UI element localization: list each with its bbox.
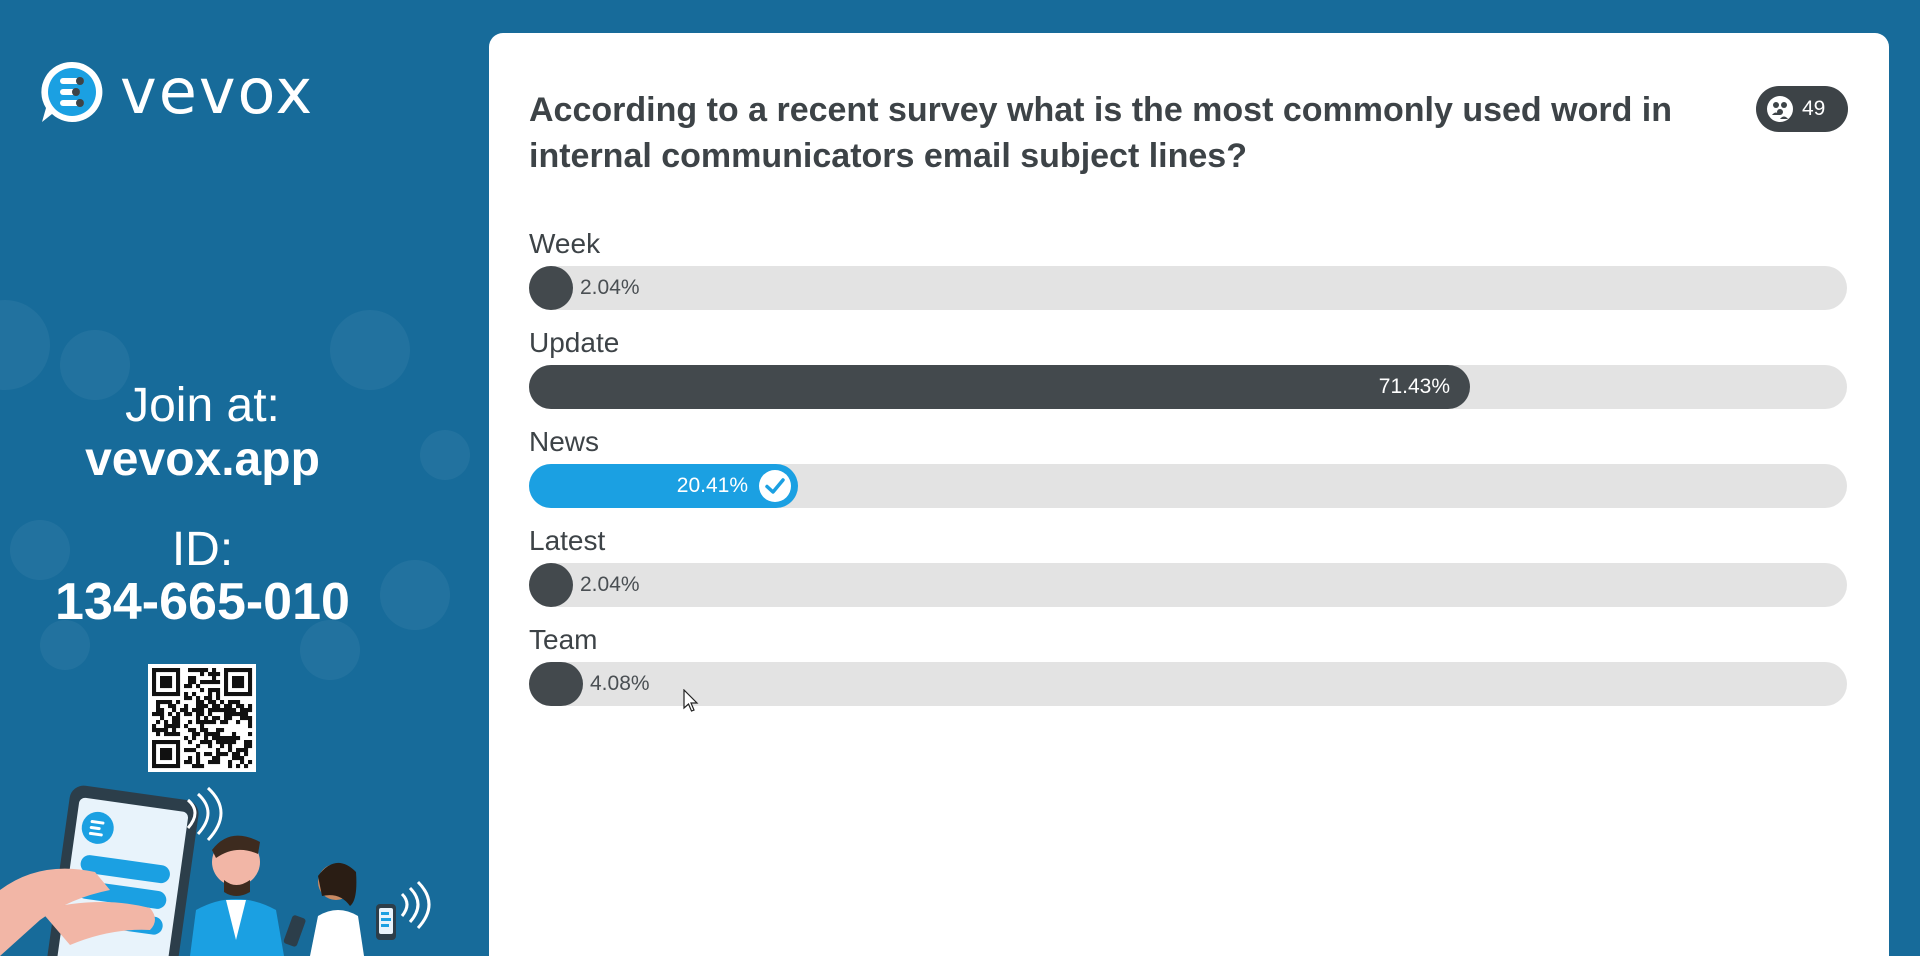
option-percent: 71.43% — [1378, 375, 1450, 398]
people-illustration — [0, 785, 431, 956]
brand-name: vevox — [120, 55, 315, 128]
poll-option: Week 2.04% — [529, 229, 1847, 328]
qr-code-image — [152, 668, 253, 769]
option-bar-track: 20.41% — [529, 464, 1847, 508]
vevox-logo-icon — [41, 61, 103, 122]
option-bar-fill — [529, 563, 573, 607]
vevox-logo: vevox — [38, 58, 314, 126]
option-percent: 20.41% — [676, 474, 748, 497]
option-bar-fill — [529, 266, 573, 310]
poll-option: Latest 2.04% — [529, 526, 1847, 625]
option-label: Update — [529, 327, 620, 358]
option-bar-track: 2.04% — [529, 563, 1847, 607]
join-label: Join at: — [125, 379, 280, 432]
option-bar-fill — [529, 464, 798, 508]
checkmark-icon — [759, 470, 791, 502]
join-sidebar: vevox Join at: vevox.app ID: 134-665-010 — [0, 0, 488, 956]
poll-options-list: Week 2.04% Update 71.43% News 20.41% — [529, 229, 1847, 724]
option-label: News — [529, 426, 600, 457]
response-count-badge: 49 — [1756, 86, 1848, 132]
mouse-pointer-icon — [683, 689, 699, 712]
option-percent: 2.04% — [580, 276, 640, 299]
option-bar-track: 71.43% — [529, 365, 1847, 409]
option-bar-fill — [529, 365, 1470, 409]
participants-icon — [1767, 96, 1793, 122]
option-percent: 2.04% — [580, 573, 640, 596]
option-label: Latest — [529, 525, 606, 556]
qr-code — [148, 664, 256, 772]
poll-option: Update 71.43% — [529, 328, 1847, 427]
poll-option: News 20.41% — [529, 427, 1847, 526]
session-id-value: 134-665-010 — [55, 573, 350, 631]
response-count: 49 — [1802, 97, 1826, 120]
session-id-label: ID: — [171, 523, 234, 576]
option-percent: 4.08% — [590, 672, 650, 695]
join-url: vevox.app — [85, 433, 320, 486]
option-bar-fill — [529, 662, 583, 706]
poll-question: According to a recent survey what is the… — [529, 91, 1673, 175]
option-bar-track: 2.04% — [529, 266, 1847, 310]
option-label: Team — [529, 624, 598, 655]
option-label: Week — [529, 228, 601, 259]
poll-option: Team 4.08% — [529, 625, 1847, 724]
poll-results-card: According to a recent survey what is the… — [489, 33, 1889, 956]
option-bar-track: 4.08% — [529, 662, 1847, 706]
